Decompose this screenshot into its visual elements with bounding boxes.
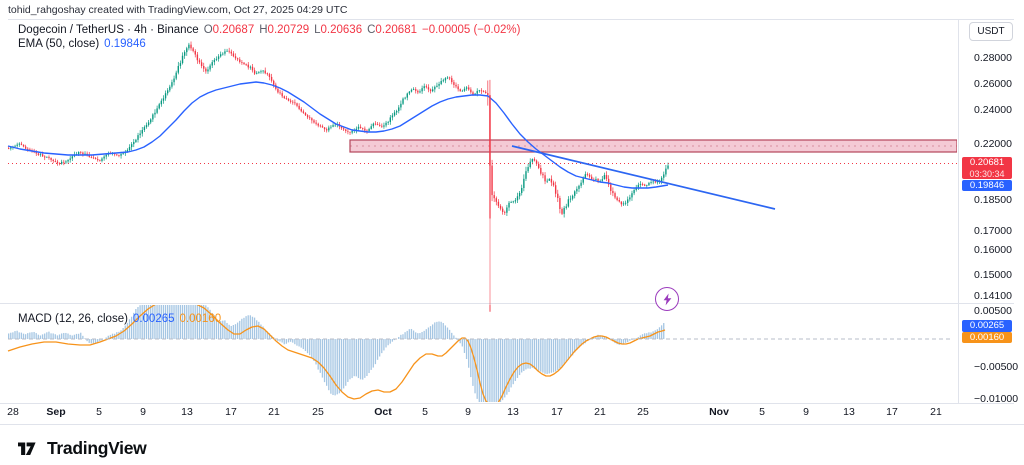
macd-signal-badge: 0.00160 bbox=[962, 331, 1012, 343]
lightning-icon bbox=[663, 293, 671, 305]
time-axis-label: 9 bbox=[465, 406, 471, 418]
tradingview-logo[interactable]: TradingView bbox=[14, 438, 147, 459]
attribution-text: tohid_rahgoshay created with TradingView… bbox=[8, 4, 348, 16]
price-axis-label: 0.24000 bbox=[974, 104, 1012, 116]
time-axis-label: 17 bbox=[225, 406, 237, 418]
time-axis-label: 13 bbox=[507, 406, 519, 418]
price-axis-label: 0.28000 bbox=[974, 52, 1012, 64]
time-axis-label: 9 bbox=[140, 406, 146, 418]
macd-legend-value: 0.00265 bbox=[132, 313, 175, 325]
time-axis-label: 21 bbox=[268, 406, 280, 418]
price-axis-label: 0.14100 bbox=[974, 290, 1012, 302]
time-axis-label: 9 bbox=[803, 406, 809, 418]
time-axis-label: 25 bbox=[637, 406, 649, 418]
macd-legend-row[interactable]: MACD (12, 26, close) 0.00265 0.00160 bbox=[18, 313, 221, 325]
symbol-title: Dogecoin / TetherUS · 4h · Binance bbox=[18, 24, 199, 36]
time-axis-label: 17 bbox=[886, 406, 898, 418]
price-axis-label: 0.00500 bbox=[974, 305, 1012, 317]
ohlc-close: C0.20681 bbox=[367, 24, 417, 36]
time-axis-label: 28 bbox=[7, 406, 19, 418]
time-axis-label: 5 bbox=[96, 406, 102, 418]
macd-legend-label: MACD (12, 26, close) bbox=[18, 313, 128, 325]
time-axis-label: 21 bbox=[930, 406, 942, 418]
price-axis-label: 0.16000 bbox=[974, 244, 1012, 256]
price-axis-label: 0.15000 bbox=[974, 269, 1012, 281]
macd-value-badge: 0.00265 bbox=[962, 320, 1012, 332]
widget-top-border bbox=[8, 19, 1014, 20]
time-axis-label: 25 bbox=[312, 406, 324, 418]
time-axis-label: 5 bbox=[759, 406, 765, 418]
time-axis-label: Oct bbox=[374, 406, 392, 418]
ohlc-change: −0.00005 (−0.02%) bbox=[422, 24, 521, 36]
price-axis-label: −0.01000 bbox=[974, 393, 1019, 405]
time-axis-label: 17 bbox=[551, 406, 563, 418]
time-axis-separator bbox=[0, 403, 1014, 404]
ohlc-high: H0.20729 bbox=[259, 24, 310, 36]
boost-button[interactable] bbox=[655, 287, 679, 311]
last-price-badge: 0.20681 03:30:34 bbox=[962, 157, 1012, 179]
tradingview-logo-mark bbox=[18, 442, 36, 455]
currency-toggle-button[interactable]: USDT bbox=[969, 22, 1013, 41]
price-axis-separator bbox=[958, 20, 959, 403]
time-axis-label: Sep bbox=[46, 406, 66, 418]
price-axis-label: 0.17000 bbox=[974, 225, 1012, 237]
macd-signal-value: 0.00160 bbox=[179, 313, 222, 325]
price-axis-label: 0.26000 bbox=[974, 78, 1012, 90]
widget-bottom-border bbox=[0, 424, 1024, 425]
ema-legend-row[interactable]: EMA (50, close) 0.19846 bbox=[18, 38, 146, 50]
time-axis-label: 5 bbox=[422, 406, 428, 418]
ohlc-open: O0.20687 bbox=[203, 24, 255, 36]
symbol-legend-row[interactable]: Dogecoin / TetherUS · 4h · Binance O0.20… bbox=[18, 24, 520, 36]
price-axis-label: 0.18500 bbox=[974, 194, 1012, 206]
ema-price-badge: 0.19846 bbox=[962, 179, 1012, 191]
ema-legend-label: EMA (50, close) bbox=[18, 38, 100, 50]
bar-countdown: 03:30:34 bbox=[969, 168, 1005, 179]
ema-legend-value: 0.19846 bbox=[104, 38, 146, 50]
price-axis-label: 0.22000 bbox=[974, 138, 1012, 150]
ohlc-low: L0.20636 bbox=[314, 24, 363, 36]
last-price-value: 0.20681 bbox=[969, 157, 1005, 168]
pane-separator bbox=[0, 303, 1014, 304]
price-axis-label: −0.00500 bbox=[974, 361, 1019, 373]
time-axis-label: 13 bbox=[843, 406, 855, 418]
chart-canvas[interactable] bbox=[0, 0, 958, 403]
tradingview-wordmark: TradingView bbox=[47, 438, 147, 458]
time-axis-label: 13 bbox=[181, 406, 193, 418]
time-axis-label: Nov bbox=[709, 406, 729, 418]
time-axis-label: 21 bbox=[594, 406, 606, 418]
